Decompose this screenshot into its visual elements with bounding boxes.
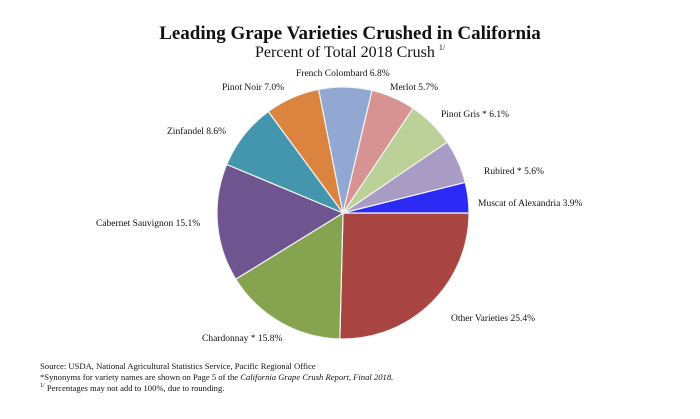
pie-slice-muscat-of-alexandria: [342, 181, 470, 214]
pie-slice-cabernet-sauvignon: [216, 163, 345, 280]
label-rubired: Rubired * 5.6%: [484, 167, 544, 177]
label-chardonnay: Chardonnay * 15.8%: [202, 334, 283, 344]
label-other-varieties: Other Varieties 25.4%: [451, 314, 535, 324]
chart-title: Leading Grape Varieties Crushed in Calif…: [159, 23, 541, 44]
subtitle-text: Percent of Total 2018 Crush: [254, 44, 435, 61]
pie-slice-chardonnay: [234, 211, 344, 340]
label-muscat-of-alexandria: Muscat of Alexandria 3.9%: [478, 199, 583, 209]
label-french-colombard: French Colombard 6.8%: [296, 69, 390, 79]
rounding-note: 1/ Percentages may not add to 100%, due …: [40, 383, 224, 393]
report-title: California Grape Crush Report, Final 201…: [240, 372, 394, 382]
label-pinot-gris: Pinot Gris * 6.1%: [441, 110, 510, 120]
synonyms-note: *Synonyms for variety names are shown on…: [40, 372, 393, 382]
chart-subtitle: Percent of Total 2018 Crush 1/: [0, 43, 700, 62]
synonyms-text: *Synonyms for variety names are shown on…: [40, 372, 241, 382]
footnote-mark: 1/: [438, 43, 446, 52]
label-pinot-noir: Pinot Noir 7.0%: [222, 83, 285, 93]
rounding-text: Percentages may not add to 100%, due to …: [44, 383, 225, 393]
pie-slice-other-varieties: [339, 212, 470, 340]
source-note: Source: USDA, National Agricultural Stat…: [40, 361, 316, 371]
label-cabernet-sauvignon: Cabernet Sauvignon 15.1%: [96, 219, 201, 229]
label-zinfandel: Zinfandel 8.6%: [167, 127, 227, 137]
rounding-mark: 1/: [40, 383, 45, 390]
label-merlot: Merlot 5.7%: [390, 83, 439, 93]
